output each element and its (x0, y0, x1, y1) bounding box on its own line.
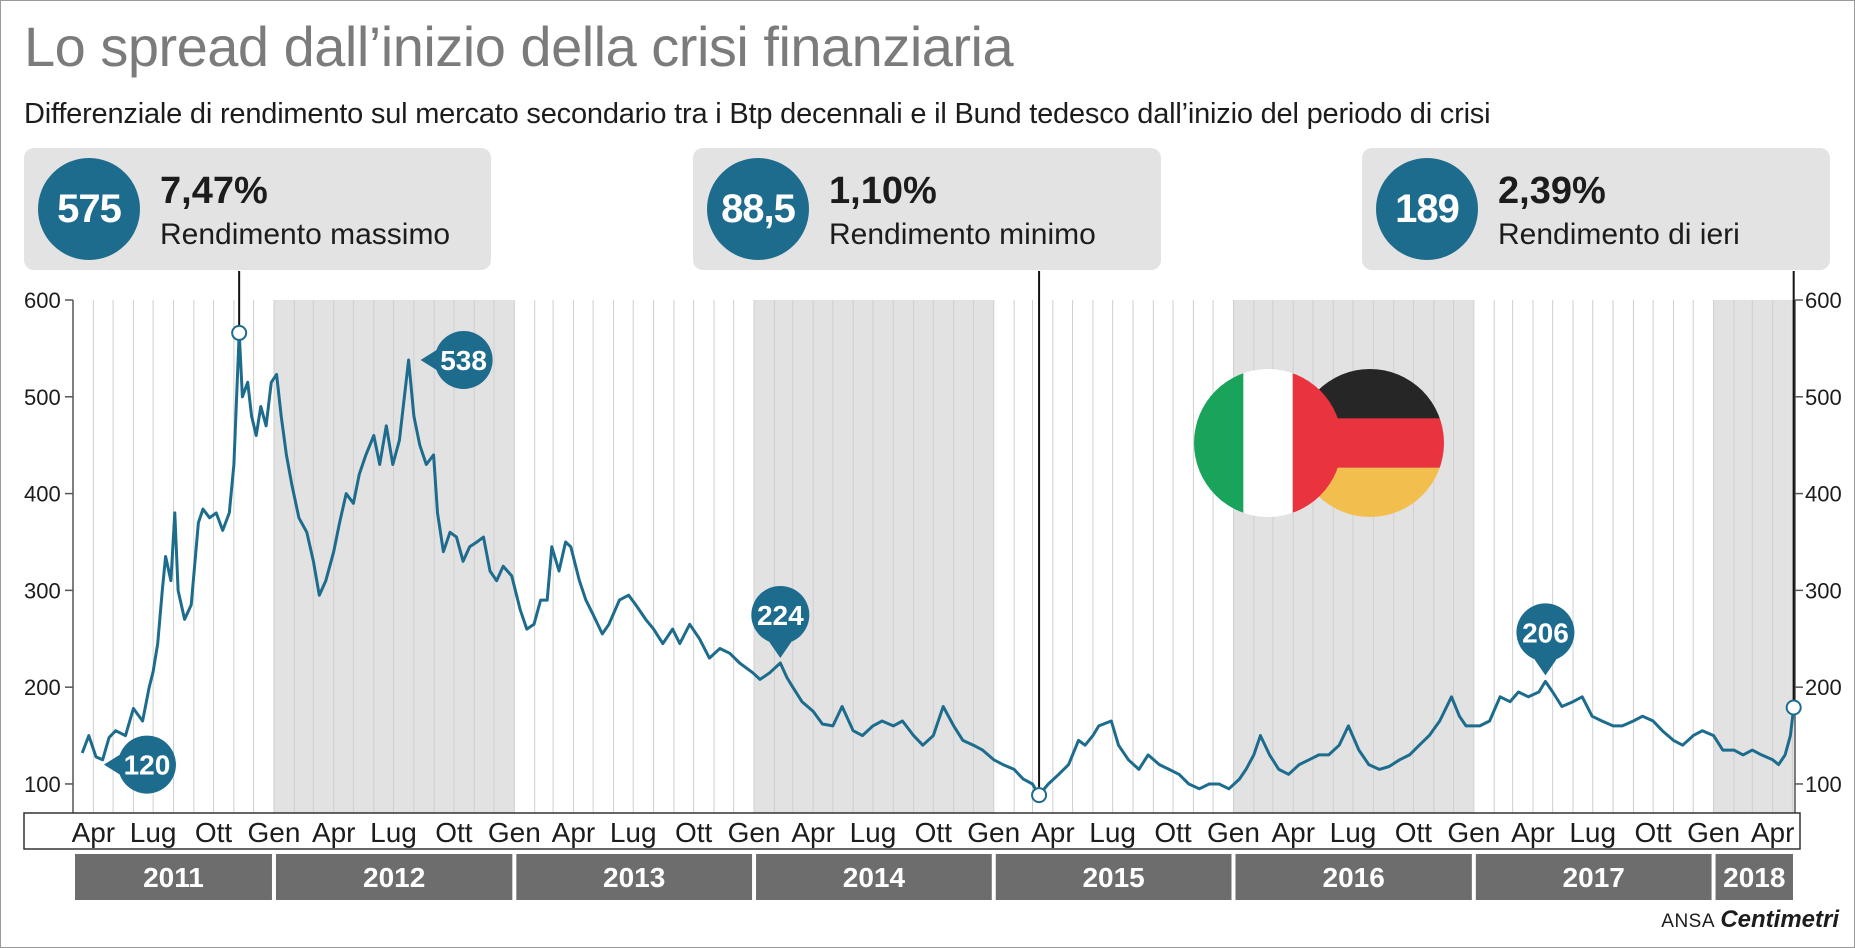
y-tick-label-right: 100 (1805, 772, 1842, 797)
month-tick-label: Ott (675, 817, 713, 848)
italy-flag-icon (1194, 369, 1342, 517)
annotation-pointer (420, 350, 437, 371)
annotation-label: 224 (757, 600, 804, 631)
y-tick-label-left: 200 (24, 675, 61, 700)
y-tick-label-left: 600 (24, 288, 61, 313)
month-tick-label: Apr (312, 817, 356, 848)
annotation-badge (434, 331, 493, 390)
year-bar-2017 (1475, 854, 1712, 900)
year-bar-2012 (275, 854, 513, 900)
year-shade-2014 (754, 300, 994, 813)
y-tick-label-right: 500 (1805, 385, 1842, 410)
month-tick-label: Gen (1207, 817, 1260, 848)
year-label: 2013 (603, 862, 665, 893)
year-label: 2012 (363, 862, 425, 893)
stat-label: Rendimento di ieri (1498, 218, 1740, 251)
credit-agency: ANSA (1661, 911, 1716, 932)
month-tick-label: Gen (728, 817, 781, 848)
month-tick-label: Gen (247, 817, 300, 848)
month-tick-label: Apr (1271, 817, 1315, 848)
y-tick-label-left: 100 (24, 772, 61, 797)
year-label: 2014 (843, 862, 906, 893)
month-tick-label: Lug (610, 817, 657, 848)
annotation-label: 120 (124, 750, 171, 781)
month-tick-label: Apr (552, 817, 596, 848)
year-label: 2015 (1082, 862, 1144, 893)
year-shade-2018 (1713, 300, 1795, 813)
annotation-badge (751, 585, 810, 644)
stat-box-yesterday: 189 2,39% Rendimento di ieri (1362, 148, 1830, 270)
month-tick-label: Gen (1447, 817, 1500, 848)
month-tick-label: Lug (1330, 817, 1377, 848)
stat-label: Rendimento massimo (160, 218, 451, 251)
y-tick-label-right: 600 (1805, 288, 1842, 313)
y-tick-label-right: 300 (1805, 578, 1842, 603)
credit-brand: Centimetri (1720, 906, 1839, 933)
year-bar-2018 (1715, 854, 1793, 900)
month-tick-label: Gen (1687, 817, 1740, 848)
month-tick-label: Apr (1751, 817, 1795, 848)
month-tick-label: Lug (1089, 817, 1136, 848)
italy-flag-stripe (1194, 369, 1245, 517)
year-label: 2011 (143, 862, 204, 893)
month-tick-label: Ott (195, 817, 233, 848)
month-tick-label: Ott (1634, 817, 1672, 848)
stat-value-badge: 88,5 (707, 158, 809, 260)
month-tick-label: Gen (488, 817, 541, 848)
stat-box-max: 575 7,47% Rendimento massimo (24, 148, 491, 270)
month-tick-label: Ott (1154, 817, 1192, 848)
annotation-label: 206 (1522, 617, 1569, 648)
year-bar-2011 (75, 854, 272, 900)
month-tick-label: Ott (435, 817, 473, 848)
month-tick-label: Ott (915, 817, 953, 848)
month-tick-label: Apr (1511, 817, 1555, 848)
y-tick-label-right: 400 (1805, 482, 1842, 507)
month-tick-label: Apr (72, 817, 116, 848)
year-label: 2016 (1323, 862, 1385, 893)
month-tick-label: Gen (967, 817, 1020, 848)
source-credit: ANSA Centimetri (1661, 906, 1839, 934)
stat-value-badge: 189 (1376, 158, 1478, 260)
chart-subtitle: Differenziale di rendimento sul mercato … (24, 98, 1491, 130)
year-bar-2016 (1235, 854, 1472, 900)
callout-marker-point (231, 324, 248, 341)
annotation-label: 538 (440, 345, 487, 376)
month-tick-label: Apr (1031, 817, 1075, 848)
month-tick-label: Lug (130, 817, 177, 848)
annotation-pointer (103, 754, 120, 775)
annotation-pointer (1534, 659, 1557, 676)
month-tick-label: Lug (850, 817, 897, 848)
italy-flag-stripe (1243, 369, 1294, 517)
year-label: 2018 (1723, 862, 1785, 893)
chart-title: Lo spread dall’inizio della crisi finanz… (24, 15, 1014, 78)
y-tick-label-left: 400 (24, 482, 61, 507)
month-label-strip (23, 812, 1801, 850)
y-tick-label-right: 200 (1805, 675, 1842, 700)
annotation-badge (117, 735, 176, 794)
stat-value-badge: 575 (38, 158, 140, 260)
month-tick-label: Lug (370, 817, 417, 848)
stat-percent: 7,47% (160, 170, 268, 212)
annotation-badge (1516, 603, 1575, 662)
month-tick-label: Lug (1569, 817, 1616, 848)
stat-label: Rendimento minimo (829, 218, 1096, 251)
month-tick-label: Apr (791, 817, 835, 848)
month-tick-label: Ott (1395, 817, 1433, 848)
year-bar-2013 (516, 854, 753, 900)
callout-marker-point (1785, 699, 1802, 716)
annotation-pointer (769, 641, 792, 658)
y-tick-label-left: 300 (24, 578, 61, 603)
year-label: 2017 (1563, 862, 1625, 893)
year-bar-2014 (756, 854, 992, 900)
stat-box-min: 88,5 1,10% Rendimento minimo (693, 148, 1161, 270)
callout-marker-point (1031, 787, 1048, 804)
y-tick-label-left: 500 (24, 385, 61, 410)
stat-percent: 1,10% (829, 170, 937, 212)
year-bar-2015 (995, 854, 1232, 900)
stat-percent: 2,39% (1498, 170, 1606, 212)
spread-series-line (80, 331, 1796, 797)
